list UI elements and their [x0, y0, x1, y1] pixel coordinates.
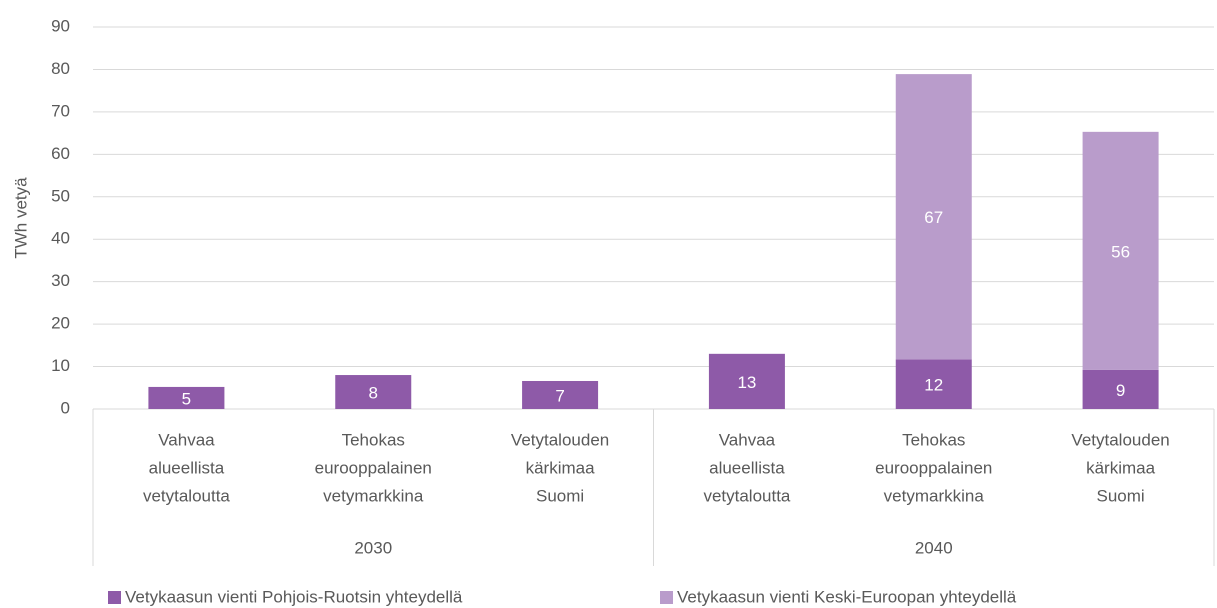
data-label: 56 — [1111, 242, 1130, 261]
x-tick-label: alueellista — [709, 458, 785, 477]
bar-segment — [1082, 369, 1159, 409]
group-label: 2030 — [354, 538, 392, 557]
x-tick-label: kärkimaa — [526, 458, 596, 477]
bar-segment — [1082, 131, 1159, 370]
x-tick-label: eurooppalainen — [315, 458, 432, 477]
x-tick-label: vetytaloutta — [703, 486, 790, 505]
y-tick-label: 50 — [51, 186, 70, 205]
x-tick-label: vetymarkkina — [323, 486, 424, 505]
x-tick-label: Vahvaa — [158, 430, 215, 449]
x-tick-label: Suomi — [536, 486, 584, 505]
y-tick-label: 0 — [61, 398, 70, 417]
bar-segment — [895, 359, 972, 409]
y-tick-label: 70 — [51, 101, 70, 120]
x-tick-label: eurooppalainen — [875, 458, 992, 477]
legend-label: Vetykaasun vienti Pohjois-Ruotsin yhteyd… — [125, 587, 463, 606]
y-tick-label: 10 — [51, 356, 70, 375]
y-tick-label: 60 — [51, 144, 70, 163]
data-label: 67 — [924, 208, 943, 227]
data-label: 8 — [369, 384, 378, 403]
y-tick-label: 40 — [51, 229, 70, 248]
group-label: 2040 — [915, 538, 953, 557]
legend-swatch — [108, 591, 121, 604]
x-tick-label: Suomi — [1096, 486, 1144, 505]
y-tick-label: 30 — [51, 271, 70, 290]
y-tick-label: 20 — [51, 314, 70, 333]
bar-segment — [335, 375, 412, 409]
data-label: 9 — [1116, 381, 1125, 400]
legend-swatch — [660, 591, 673, 604]
data-label: 5 — [182, 389, 191, 408]
data-label: 12 — [924, 376, 943, 395]
bar-segment — [708, 353, 785, 409]
x-tick-label: alueellista — [149, 458, 225, 477]
data-label: 13 — [737, 373, 756, 392]
x-tick-label: Vetytalouden — [511, 430, 609, 449]
x-tick-label: vetymarkkina — [884, 486, 985, 505]
x-tick-label: kärkimaa — [1086, 458, 1156, 477]
bar-segment — [522, 380, 599, 409]
x-tick-label: Vetytalouden — [1071, 430, 1169, 449]
x-tick-label: vetytaloutta — [143, 486, 230, 505]
y-tick-label: 90 — [51, 16, 70, 35]
data-label: 7 — [555, 386, 564, 405]
legend-label: Vetykaasun vienti Keski-Euroopan yhteyde… — [677, 587, 1017, 606]
bar-segment — [148, 386, 225, 409]
x-tick-label: Tehokas — [902, 430, 965, 449]
y-tick-label: 80 — [51, 59, 70, 78]
y-axis-label: TWh vetyä — [11, 177, 30, 259]
bar-segment — [895, 74, 972, 360]
x-tick-label: Vahvaa — [719, 430, 776, 449]
x-tick-label: Tehokas — [342, 430, 405, 449]
